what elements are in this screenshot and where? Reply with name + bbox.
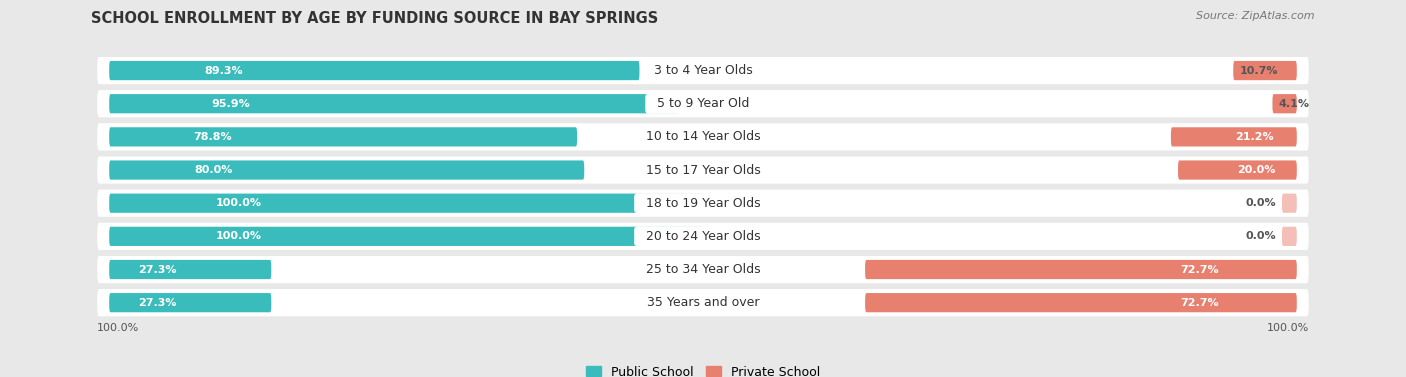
FancyBboxPatch shape	[97, 123, 1309, 150]
FancyBboxPatch shape	[97, 156, 1309, 184]
Text: 15 to 17 Year Olds: 15 to 17 Year Olds	[638, 164, 768, 176]
Text: 5 to 9 Year Old: 5 to 9 Year Old	[648, 97, 758, 110]
Text: 35 Years and over: 35 Years and over	[638, 296, 768, 309]
Text: 89.3%: 89.3%	[205, 66, 243, 75]
FancyBboxPatch shape	[865, 260, 1296, 279]
Text: 4.1%: 4.1%	[1278, 99, 1309, 109]
Text: SCHOOL ENROLLMENT BY AGE BY FUNDING SOURCE IN BAY SPRINGS: SCHOOL ENROLLMENT BY AGE BY FUNDING SOUR…	[91, 11, 658, 26]
Text: 21.2%: 21.2%	[1236, 132, 1274, 142]
Text: 10.7%: 10.7%	[1239, 66, 1278, 75]
FancyBboxPatch shape	[1282, 227, 1296, 246]
Text: 100.0%: 100.0%	[97, 323, 139, 333]
Text: 20.0%: 20.0%	[1237, 165, 1275, 175]
Text: 80.0%: 80.0%	[194, 165, 233, 175]
Text: 27.3%: 27.3%	[138, 265, 177, 274]
FancyBboxPatch shape	[1178, 161, 1296, 180]
Text: 0.0%: 0.0%	[1246, 231, 1277, 241]
FancyBboxPatch shape	[110, 293, 271, 312]
Text: 100.0%: 100.0%	[217, 231, 262, 241]
FancyBboxPatch shape	[865, 293, 1296, 312]
Text: 72.7%: 72.7%	[1181, 265, 1219, 274]
FancyBboxPatch shape	[1233, 61, 1296, 80]
Text: 95.9%: 95.9%	[212, 99, 250, 109]
FancyBboxPatch shape	[97, 223, 1309, 250]
FancyBboxPatch shape	[97, 90, 1309, 117]
Text: 18 to 19 Year Olds: 18 to 19 Year Olds	[638, 197, 768, 210]
Text: 25 to 34 Year Olds: 25 to 34 Year Olds	[638, 263, 768, 276]
Text: 10 to 14 Year Olds: 10 to 14 Year Olds	[638, 130, 768, 143]
FancyBboxPatch shape	[97, 289, 1309, 316]
Text: 0.0%: 0.0%	[1246, 198, 1277, 208]
FancyBboxPatch shape	[110, 127, 576, 147]
FancyBboxPatch shape	[1282, 193, 1296, 213]
Text: 20 to 24 Year Olds: 20 to 24 Year Olds	[638, 230, 768, 243]
FancyBboxPatch shape	[1272, 94, 1296, 113]
Text: 100.0%: 100.0%	[217, 198, 262, 208]
Text: 3 to 4 Year Olds: 3 to 4 Year Olds	[645, 64, 761, 77]
Text: Source: ZipAtlas.com: Source: ZipAtlas.com	[1197, 11, 1315, 21]
Text: 27.3%: 27.3%	[138, 298, 177, 308]
FancyBboxPatch shape	[110, 161, 585, 180]
Text: 72.7%: 72.7%	[1181, 298, 1219, 308]
FancyBboxPatch shape	[110, 227, 703, 246]
FancyBboxPatch shape	[97, 57, 1309, 84]
FancyBboxPatch shape	[110, 260, 271, 279]
Legend: Public School, Private School: Public School, Private School	[586, 366, 820, 377]
FancyBboxPatch shape	[97, 256, 1309, 283]
FancyBboxPatch shape	[110, 94, 679, 113]
Text: 100.0%: 100.0%	[1267, 323, 1309, 333]
FancyBboxPatch shape	[110, 193, 703, 213]
FancyBboxPatch shape	[97, 190, 1309, 217]
Text: 78.8%: 78.8%	[194, 132, 232, 142]
FancyBboxPatch shape	[110, 61, 640, 80]
FancyBboxPatch shape	[1171, 127, 1296, 147]
